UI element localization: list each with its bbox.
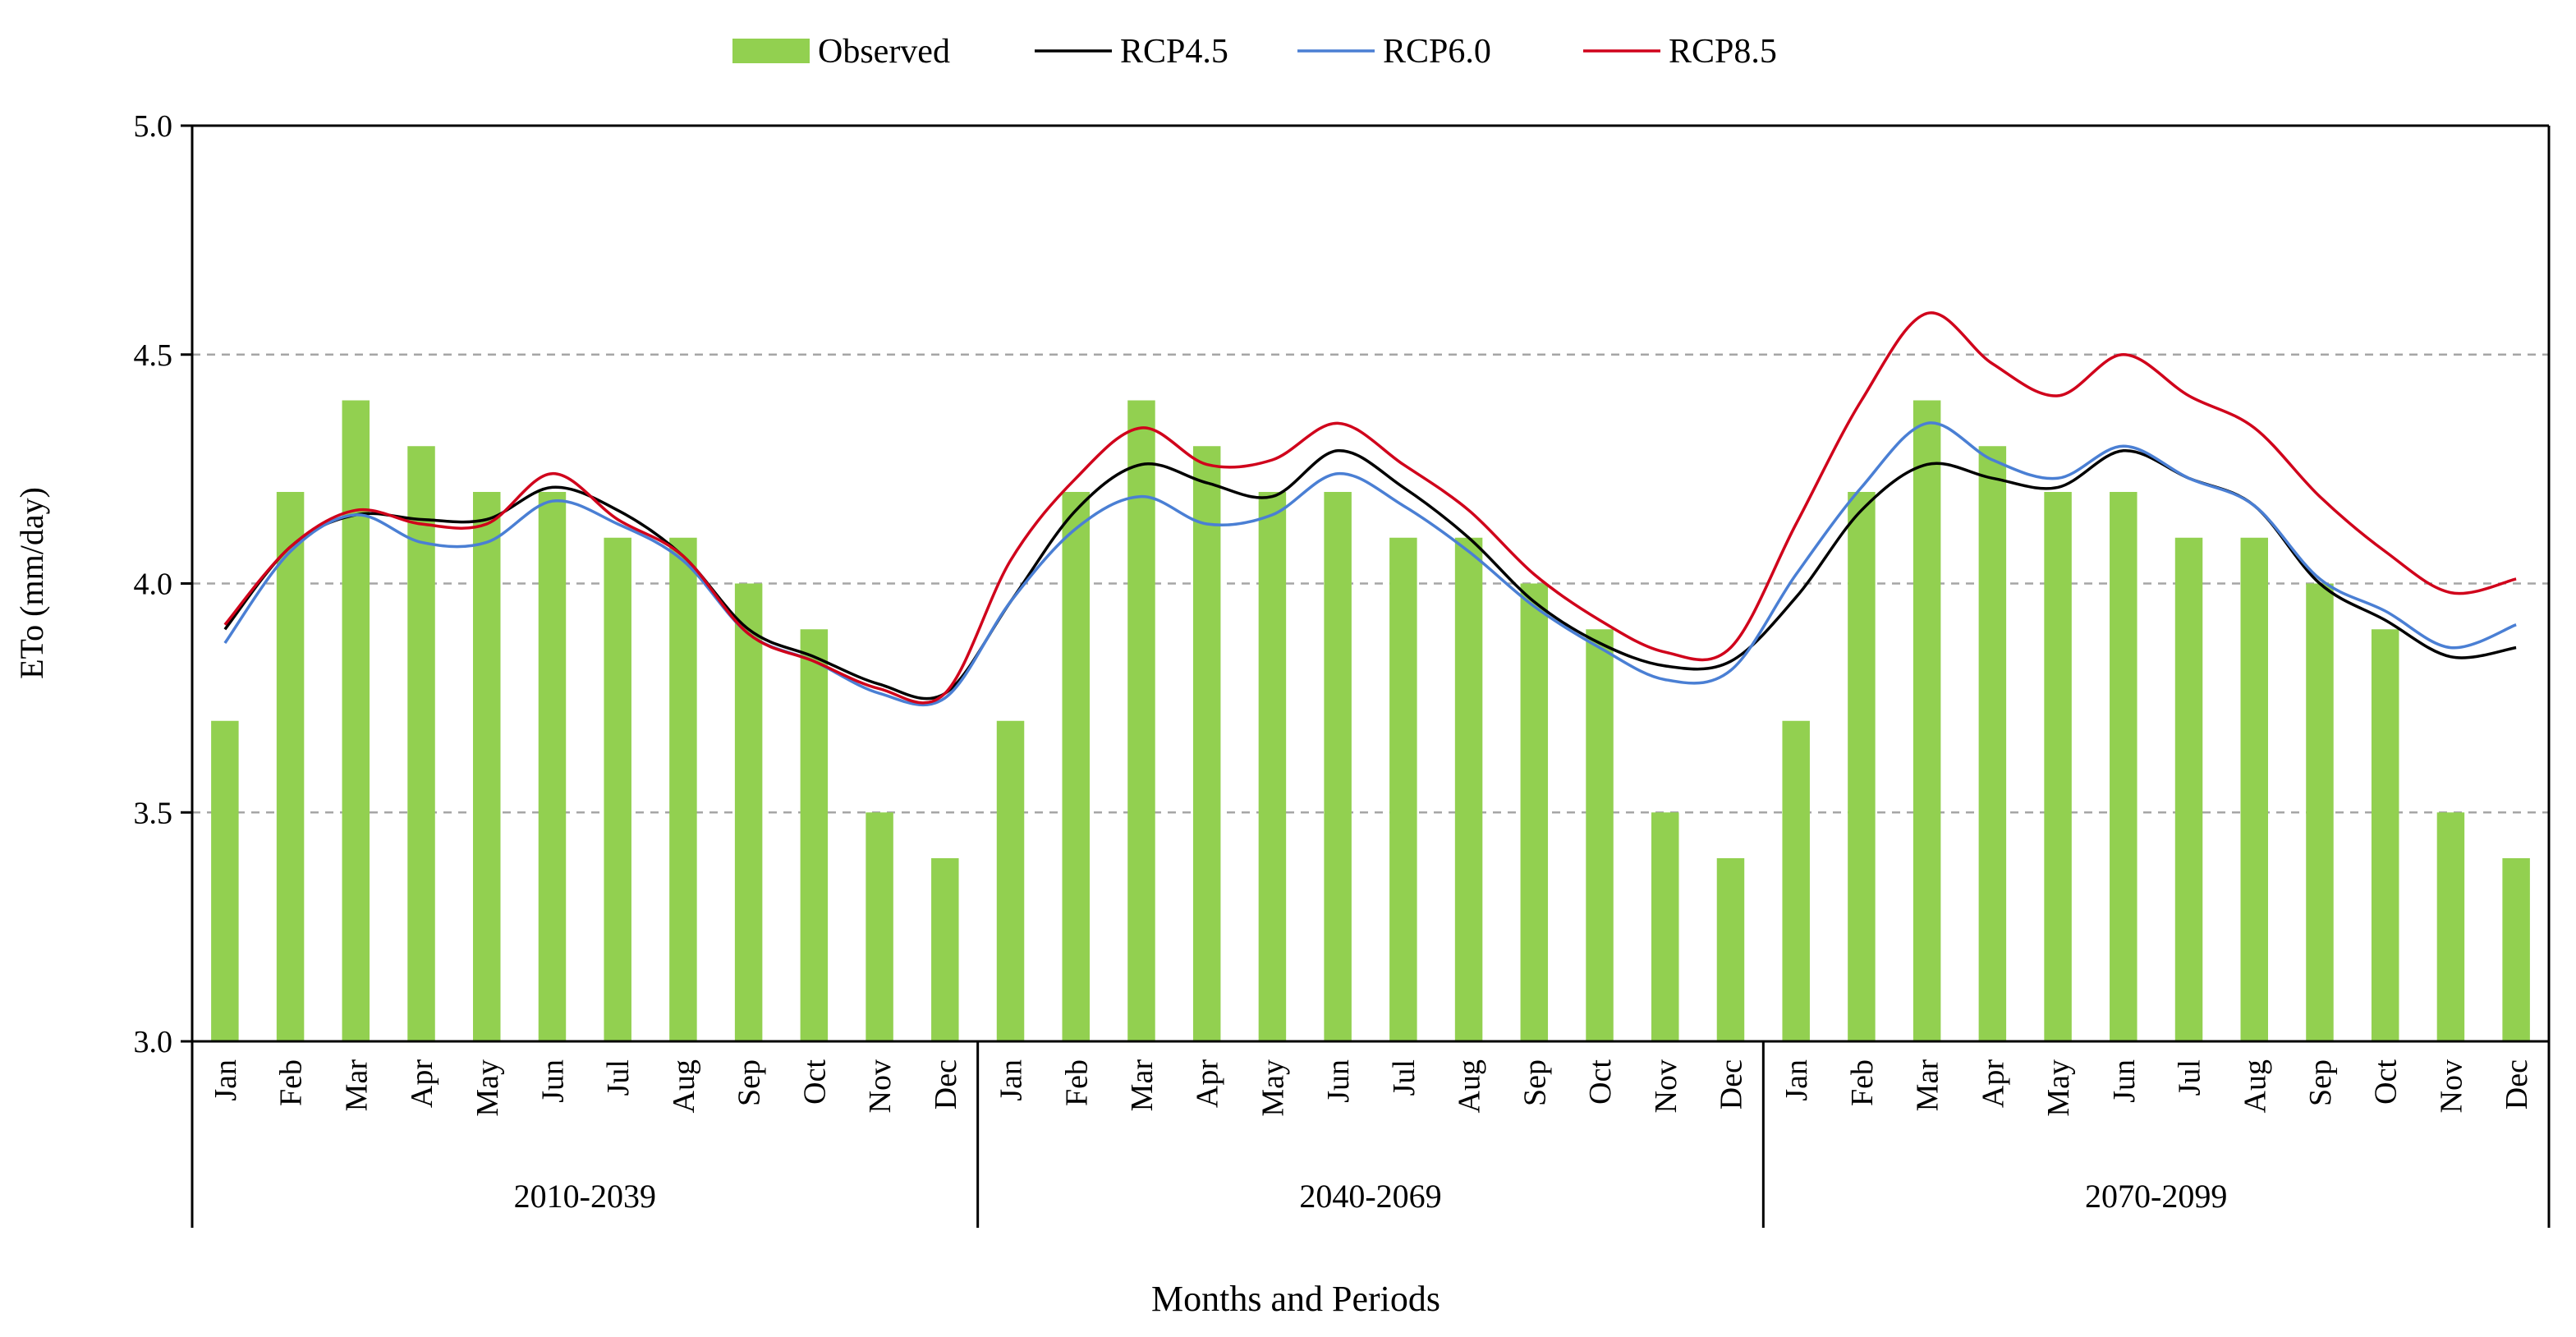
x-tick-label: Aug: [667, 1059, 701, 1113]
plot-frame: [191, 124, 2551, 1228]
x-tick-label: Jun: [1321, 1059, 1356, 1103]
x-tick-label: Oct: [797, 1059, 832, 1105]
series-lines: [223, 311, 2517, 707]
y-tick-label: 4.0: [134, 567, 173, 602]
x-tick-label: Nov: [863, 1059, 898, 1113]
x-tick-label: May: [1256, 1059, 1290, 1117]
bar-observed: [931, 858, 959, 1041]
bar-observed: [2306, 583, 2334, 1041]
x-tick-label: Jul: [601, 1059, 636, 1096]
x-tick-label: Sep: [2303, 1059, 2338, 1106]
x-tick-label: May: [2041, 1059, 2076, 1117]
legend-label-rcp45: RCP4.5: [1120, 33, 1228, 71]
bar-observed: [2436, 812, 2465, 1041]
bar-observed: [1389, 537, 1417, 1041]
bar-observed: [800, 629, 829, 1041]
bar-observed: [734, 583, 763, 1041]
bar-observed: [2110, 492, 2137, 1041]
x-tick-label: Apr: [1976, 1059, 2010, 1108]
x-tick-label: Apr: [1191, 1059, 1225, 1108]
x-tick-label: Mar: [1125, 1059, 1159, 1112]
x-tick-label: Feb: [1845, 1059, 1880, 1106]
period-label: 2010-2039: [514, 1178, 656, 1215]
line-rcp45: [223, 449, 2517, 701]
bar-observed: [669, 537, 697, 1041]
x-tick-label: Jun: [536, 1059, 571, 1103]
bar-observed: [538, 492, 567, 1041]
y-axis-ticks: 3.0 3.5 4.0 4.5 5.0: [134, 109, 192, 1059]
period-label: 2040-2069: [1299, 1178, 1441, 1215]
legend-label-rcp85: RCP8.5: [1669, 33, 1777, 71]
bar-observed: [1192, 446, 1221, 1041]
legend-swatch-observed: [732, 39, 810, 63]
bar-observed: [342, 400, 370, 1041]
bar-observed: [1258, 492, 1287, 1041]
x-tick-label: Dec: [1715, 1059, 1749, 1110]
y-tick-label: 3.5: [134, 796, 173, 830]
bar-observed: [1454, 537, 1483, 1041]
y-tick-label: 5.0: [134, 109, 173, 144]
bar-observed: [996, 720, 1025, 1041]
x-tick-label: Sep: [732, 1059, 767, 1106]
x-tick-label: Dec: [2500, 1059, 2534, 1110]
bar-observed: [1912, 400, 1941, 1041]
x-tick-label: May: [471, 1059, 505, 1117]
x-tick-label: Jan: [209, 1059, 243, 1101]
x-tick-label: Jun: [2107, 1059, 2142, 1103]
bar-observed: [276, 492, 305, 1041]
x-tick-label: Mar: [1911, 1059, 1945, 1112]
period-label: 2070-2099: [2085, 1178, 2227, 1215]
bar-observed: [1848, 492, 1876, 1041]
bar-observed: [407, 446, 435, 1041]
x-tick-label: Jul: [1387, 1059, 1421, 1096]
x-axis-categories: Jan Feb Mar Apr May Jun Jul Aug Sep Oct Nov Dec Jan F…: [209, 1059, 2534, 1215]
x-tick-label: Jan: [1779, 1059, 1814, 1101]
bar-observed: [1651, 812, 1679, 1041]
bar-observed: [2371, 629, 2399, 1041]
x-axis-title: Months and Periods: [1151, 1279, 1440, 1319]
bar-observed: [604, 537, 631, 1041]
x-tick-label: Aug: [2238, 1059, 2272, 1113]
bar-observed: [1520, 583, 1549, 1041]
x-tick-label: Feb: [274, 1059, 309, 1106]
bar-observed: [2240, 537, 2268, 1041]
legend-label-observed: Observed: [818, 33, 950, 71]
bar-observed: [1586, 629, 1614, 1041]
x-tick-label: Mar: [339, 1059, 374, 1112]
bar-observed: [211, 720, 239, 1041]
x-tick-label: Dec: [929, 1059, 963, 1110]
legend-label-rcp60: RCP6.0: [1383, 33, 1491, 71]
x-tick-label: Jan: [994, 1059, 1029, 1101]
bar-observed: [2174, 537, 2203, 1041]
x-tick-label: Feb: [1059, 1059, 1094, 1106]
x-tick-label: Nov: [1649, 1059, 1683, 1113]
y-tick-label: 3.0: [134, 1025, 173, 1059]
bar-observed: [2044, 492, 2072, 1041]
bar-observed: [1127, 400, 1155, 1041]
bar-observed: [1782, 720, 1810, 1041]
bar-observed: [1062, 492, 1090, 1041]
x-tick-label: Oct: [2369, 1059, 2404, 1105]
bar-observed: [1324, 492, 1352, 1041]
x-tick-label: Apr: [405, 1059, 439, 1108]
bar-observed: [866, 812, 893, 1041]
y-tick-label: 4.5: [134, 338, 173, 373]
x-tick-label: Jul: [2173, 1059, 2207, 1096]
x-tick-label: Oct: [1583, 1059, 1618, 1105]
bar-observed: [473, 492, 501, 1041]
x-tick-label: Aug: [1453, 1059, 1487, 1113]
y-axis-title: ETo (mm/day): [13, 487, 50, 679]
bar-observed: [2502, 858, 2530, 1041]
x-tick-label: Nov: [2434, 1059, 2468, 1113]
bars-observed: [211, 400, 2530, 1041]
bar-observed: [1978, 446, 2007, 1041]
legend: Observed RCP4.5 RCP6.0 RCP8.5: [732, 33, 1777, 71]
line-rcp60: [223, 421, 2517, 707]
bar-observed: [1716, 858, 1745, 1041]
x-tick-label: Sep: [1518, 1059, 1552, 1106]
line-rcp85: [223, 311, 2517, 705]
